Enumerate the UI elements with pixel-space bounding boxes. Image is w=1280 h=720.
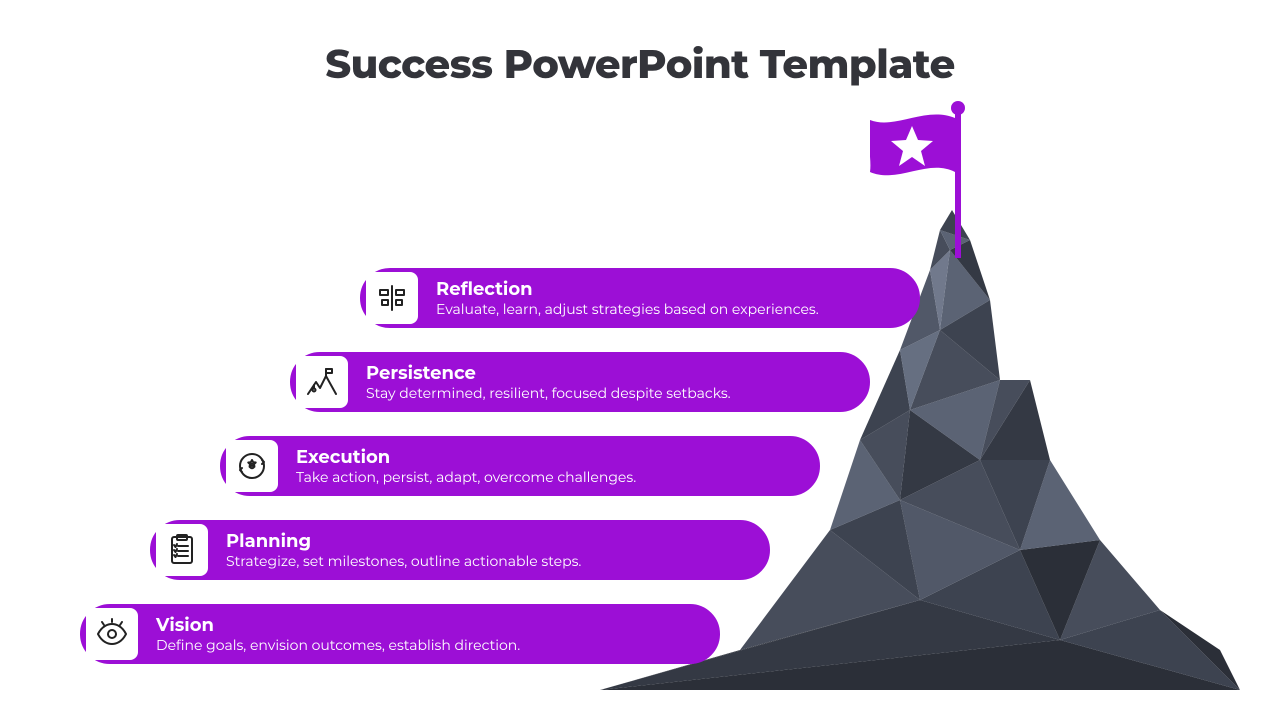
step-text: ReflectionEvaluate, learn, adjust strate… [436, 278, 819, 318]
step-text: VisionDefine goals, envision outcomes, e… [156, 614, 520, 654]
step-text: PlanningStrategize, set milestones, outl… [226, 530, 581, 570]
step-text: ExecutionTake action, persist, adapt, ov… [296, 446, 636, 486]
step-title: Planning [226, 530, 581, 553]
step-text: PersistenceStay determined, resilient, f… [366, 362, 731, 402]
step-desc: Evaluate, learn, adjust strategies based… [436, 301, 819, 319]
step-desc: Take action, persist, adapt, overcome ch… [296, 469, 636, 487]
step-title: Vision [156, 614, 520, 637]
step-bar-planning: PlanningStrategize, set milestones, outl… [150, 520, 770, 580]
bars-mirror-icon [366, 272, 418, 324]
step-desc: Stay determined, resilient, focused desp… [366, 385, 731, 403]
page-title: Success PowerPoint Template [0, 40, 1280, 89]
slide: Success PowerPoint Template [0, 0, 1280, 720]
step-bar-execution: ExecutionTake action, persist, adapt, ov… [220, 436, 820, 496]
step-bar-persistence: PersistenceStay determined, resilient, f… [290, 352, 870, 412]
eye-icon [86, 608, 138, 660]
step-desc: Define goals, envision outcomes, establi… [156, 637, 520, 655]
step-title: Persistence [366, 362, 731, 385]
summit-flag-icon [870, 100, 1010, 260]
gear-cycle-icon [226, 440, 278, 492]
step-title: Execution [296, 446, 636, 469]
mountain-flag-icon [296, 356, 348, 408]
step-title: Reflection [436, 278, 819, 301]
step-bar-vision: VisionDefine goals, envision outcomes, e… [80, 604, 720, 664]
checklist-icon [156, 524, 208, 576]
step-desc: Strategize, set milestones, outline acti… [226, 553, 581, 571]
step-bar-reflection: ReflectionEvaluate, learn, adjust strate… [360, 268, 920, 328]
